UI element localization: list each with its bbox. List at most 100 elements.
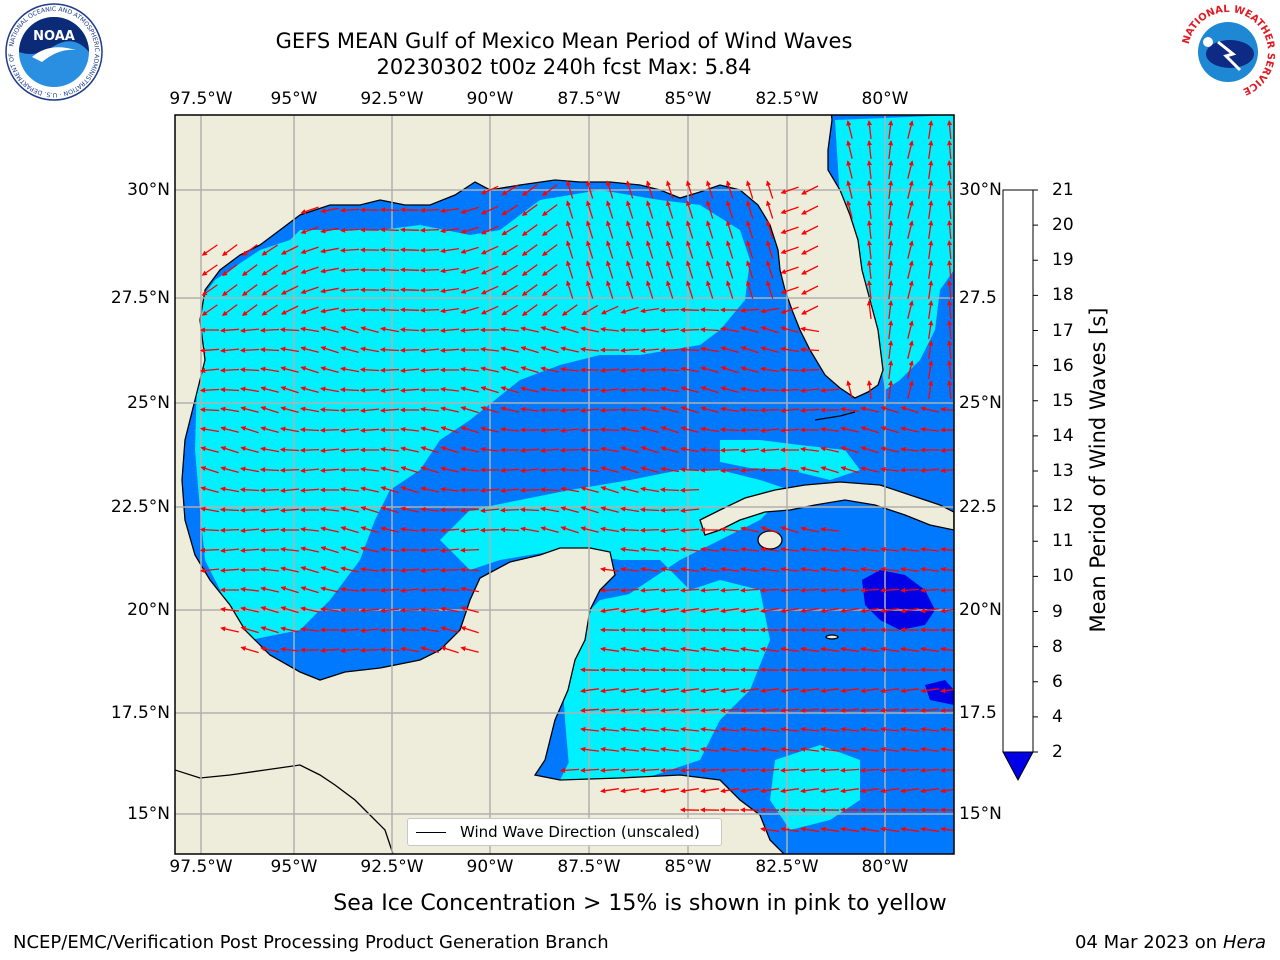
wind-wave-arrow [199, 347, 220, 353]
lat-tick-label-right: 15°N [959, 804, 1002, 824]
wind-wave-arrow [940, 608, 954, 614]
wind-wave-arrow [660, 788, 679, 794]
wind-wave-arrow [339, 287, 360, 293]
wind-wave-arrow [907, 200, 914, 219]
wind-wave-arrow [499, 507, 520, 513]
wind-wave-arrow [586, 200, 594, 219]
wind-wave-arrow [300, 226, 319, 235]
chart-subtitle: 20230302 t00z 240h fcst Max: 5.84 [376, 55, 752, 79]
wind-wave-arrow [888, 180, 894, 199]
wind-wave-arrow [840, 566, 859, 572]
wind-wave-arrow [439, 347, 460, 353]
wind-wave-arrow [888, 120, 894, 139]
wind-wave-arrow [460, 266, 479, 274]
wind-wave-arrow [480, 386, 499, 394]
wind-wave-arrow [619, 527, 640, 533]
wind-wave-arrow [700, 346, 720, 353]
wind-wave-arrow [600, 646, 619, 652]
wind-wave-arrow [746, 260, 754, 279]
wind-wave-arrow [560, 346, 579, 353]
wind-wave-arrow [539, 427, 560, 433]
wind-wave-arrow [928, 220, 934, 239]
wind-wave-arrow [300, 366, 319, 374]
wind-wave-arrow [800, 826, 819, 832]
wind-wave-arrow [766, 260, 774, 279]
wind-wave-arrow [600, 726, 619, 733]
wind-wave-arrow [920, 826, 939, 832]
wind-wave-arrow [720, 406, 740, 413]
wind-wave-arrow [521, 264, 538, 276]
wind-wave-arrow [706, 260, 714, 279]
wind-wave-arrow [440, 287, 460, 294]
wind-wave-arrow [620, 506, 640, 513]
wind-wave-arrow [320, 526, 339, 533]
wind-wave-arrow [379, 267, 400, 273]
wind-wave-arrow [860, 788, 879, 794]
wind-wave-arrow [599, 387, 620, 394]
wind-wave-arrow [606, 180, 614, 199]
wind-wave-arrow [620, 566, 639, 572]
wind-wave-arrow [440, 307, 460, 314]
wind-wave-arrow [700, 546, 719, 553]
wind-wave-arrow [259, 347, 280, 353]
wind-wave-arrow [561, 304, 578, 316]
wind-wave-arrow [920, 546, 939, 553]
wind-wave-arrow [259, 467, 280, 473]
wind-wave-arrow [659, 667, 680, 673]
wind-wave-arrow [779, 407, 800, 414]
wind-wave-arrow [219, 367, 240, 373]
wind-wave-arrow [746, 180, 754, 199]
wind-wave-arrow [759, 707, 780, 713]
wind-wave-arrow [899, 767, 920, 773]
wind-wave-arrow [460, 466, 479, 473]
wind-wave-arrow [801, 185, 819, 195]
wind-wave-arrow [581, 304, 599, 316]
wind-wave-arrow [900, 726, 919, 733]
wind-wave-arrow [540, 366, 559, 373]
wind-wave-arrow [620, 426, 640, 433]
wind-wave-arrow [760, 326, 779, 334]
wind-wave-arrow [801, 305, 819, 315]
wind-wave-arrow [260, 646, 279, 653]
wind-wave-arrow [620, 546, 639, 553]
wind-wave-arrow [799, 347, 820, 353]
wind-wave-arrow [759, 667, 780, 673]
wind-wave-arrow [819, 767, 840, 773]
wind-wave-arrow [888, 220, 894, 239]
wind-wave-arrow [220, 466, 239, 474]
wind-wave-arrow [500, 406, 519, 413]
wind-wave-arrow [600, 566, 619, 572]
wind-wave-arrow [580, 486, 599, 494]
wind-wave-arrow [720, 346, 739, 354]
wind-wave-arrow [599, 707, 620, 713]
wind-wave-arrow [520, 386, 539, 393]
wind-wave-arrow [779, 767, 800, 773]
wind-wave-arrow [520, 366, 539, 374]
wind-wave-arrow [320, 267, 339, 274]
wind-wave-arrow [686, 260, 694, 279]
wind-wave-arrow [846, 180, 853, 199]
wind-wave-arrow [680, 366, 700, 373]
wave-period-zone-atlantic [835, 115, 954, 390]
wind-wave-arrow [640, 646, 659, 652]
wind-wave-arrow [439, 527, 460, 533]
wind-wave-arrow [480, 205, 499, 215]
wind-wave-arrow [780, 186, 799, 195]
wind-wave-arrow [606, 280, 614, 299]
wind-wave-arrow [846, 120, 853, 139]
wind-wave-arrow [259, 507, 280, 514]
wind-wave-arrow [340, 546, 359, 554]
wind-wave-arrow [200, 446, 219, 453]
wind-wave-arrow [600, 486, 619, 494]
wind-wave-arrow [900, 788, 919, 794]
wind-wave-arrow [686, 280, 694, 299]
wind-wave-arrow [659, 507, 680, 513]
wind-wave-arrow [719, 667, 740, 673]
wind-wave-arrow [920, 608, 939, 614]
wind-wave-arrow [680, 406, 699, 414]
wind-wave-arrow [520, 346, 539, 354]
wind-wave-arrow [620, 486, 639, 493]
wind-wave-arrow [846, 140, 853, 159]
colorbar-tick-label: 21 [1052, 180, 1074, 200]
wind-wave-arrow [280, 245, 299, 255]
